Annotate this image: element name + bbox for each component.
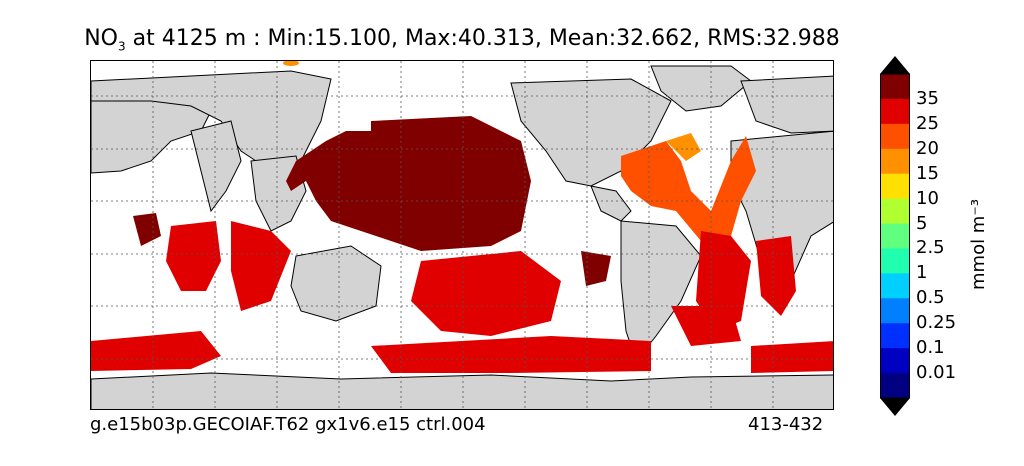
colorbar-tick-label: 35	[916, 87, 939, 109]
no3-field	[91, 61, 833, 373]
land-australia	[290, 245, 382, 322]
colorbar-tick-label: 2.5	[916, 237, 945, 259]
land-antarctica	[91, 372, 833, 409]
title-prefix: NO	[84, 26, 118, 51]
colorbar-extend-top	[880, 56, 910, 74]
colorbar-segment	[880, 98, 910, 125]
field-north-atlantic-15	[666, 133, 701, 161]
colorbar-segment	[880, 123, 910, 150]
colorbar-segment	[880, 348, 910, 374]
colorbar-tick-label: 0.5	[916, 287, 945, 309]
map-svg	[91, 61, 833, 409]
field-arctic-spot	[283, 61, 299, 66]
colorbar-segment	[880, 373, 910, 399]
title-subscript: 3	[118, 39, 126, 54]
land-europe-right	[740, 75, 833, 134]
field-indian-35	[133, 213, 161, 246]
land-central-america	[590, 185, 632, 222]
field-south-atlantic-east-25	[756, 236, 796, 316]
title-rest: at 4125 m : Min:15.100, Max:40.313, Mean…	[125, 26, 840, 51]
field-north-pacific-35	[286, 116, 531, 251]
colorbar-segment	[880, 298, 910, 324]
field-southern-ocean-mid-25	[371, 336, 651, 373]
plot-title: NO3 at 4125 m : Min:15.100, Max:40.313, …	[0, 26, 924, 53]
colorbar-segment	[880, 248, 910, 274]
years-label: 413-432	[748, 414, 824, 435]
colorbar	[880, 56, 910, 416]
colorbar-tick-label: 15	[916, 162, 939, 184]
colorbar-segment	[880, 323, 910, 349]
colorbar-border	[880, 73, 910, 399]
field-north-atlantic-20	[621, 136, 756, 241]
land-greenland	[650, 65, 752, 112]
land-india	[190, 120, 242, 213]
colorbar-tick-label: 20	[916, 137, 939, 159]
field-indian-25	[166, 221, 221, 291]
field-southern-ocean-right-25	[751, 341, 833, 373]
colorbar-tick-label: 1	[916, 262, 928, 284]
colorbar-tick-label: 25	[916, 112, 939, 134]
graticule	[91, 61, 833, 409]
colorbar-tick-label: 5	[916, 212, 928, 234]
colorbar-segment	[880, 173, 910, 200]
map-panel	[90, 60, 834, 410]
colorbar-segment	[880, 74, 910, 100]
field-indian-east-25	[231, 221, 291, 311]
colorbar-segment	[880, 148, 910, 175]
colorbar-segment	[880, 223, 910, 249]
colorbar-segment	[880, 273, 910, 299]
colorbar-extend-bottom	[880, 398, 910, 416]
units-text: mmol m⁻³	[968, 198, 989, 290]
colorbar-tick-label: 10	[916, 187, 939, 209]
colorbar-segment	[880, 198, 910, 225]
field-south-pacific-25	[411, 251, 561, 336]
field-southern-ocean-25	[91, 331, 221, 371]
colorbar-tick-label: 0.1	[916, 337, 945, 359]
colorbar-units-label: mmol m⁻³	[968, 199, 989, 290]
colorbar-tick-label: 0.25	[916, 312, 957, 334]
colorbar-tick-label: 0.01	[916, 362, 957, 384]
field-east-pacific-35	[581, 251, 611, 286]
land-south-america	[620, 220, 702, 363]
field-southern-ocean-east-25	[671, 306, 741, 346]
case-name-label: g.e15b03p.GECOIAF.T62 gx1v6.e15 ctrl.004	[90, 414, 486, 435]
